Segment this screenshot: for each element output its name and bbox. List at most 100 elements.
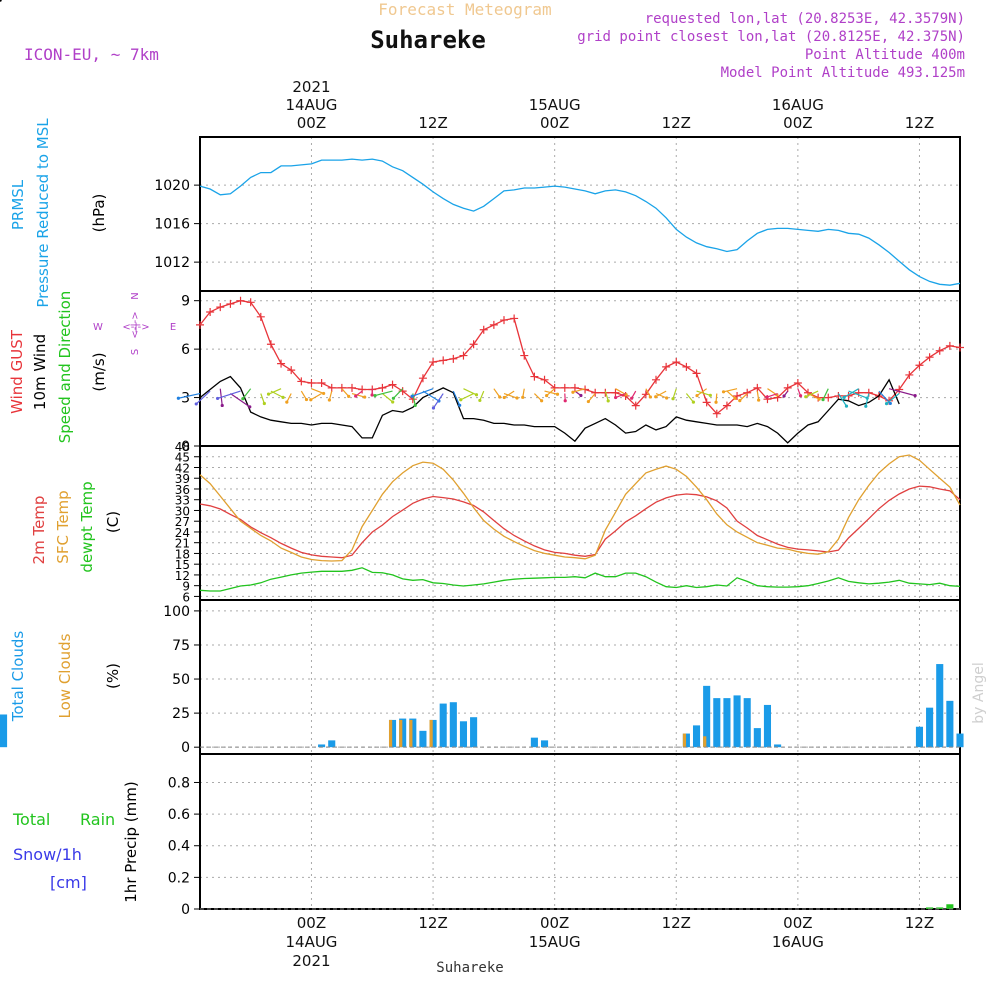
y-tick-label: 0.8	[168, 775, 190, 791]
bottom-axis-year: 2021	[292, 952, 330, 970]
temp-label-2m: 2m Temp	[30, 496, 48, 565]
wind-arrow-head	[281, 396, 284, 399]
y-tick-label: 6	[181, 342, 190, 358]
wind-arrow-head	[195, 402, 198, 405]
gust-point	[682, 363, 690, 371]
bar-total-clouds	[723, 698, 730, 747]
wind-arrow	[382, 394, 392, 402]
wind-arrow-head	[322, 392, 325, 395]
gust-point	[358, 385, 366, 393]
y-tick-label: 50	[172, 672, 190, 688]
wind-arrow-head	[267, 393, 270, 396]
wind-arrow-head	[285, 401, 288, 404]
wind-arrow-head	[782, 394, 785, 397]
wind-arrow-head	[757, 398, 760, 401]
gust-point	[328, 384, 336, 392]
bar-total-clouds	[926, 708, 933, 748]
bar-total-clouds	[450, 702, 457, 747]
gust-point	[449, 355, 457, 363]
point-altitude: Point Altitude 400m	[805, 47, 965, 63]
panel-frame	[200, 600, 960, 754]
wind-arrow-head	[607, 399, 610, 402]
wind-arrow-head	[459, 398, 462, 401]
wind-arrow-head	[248, 405, 251, 408]
temp-label-sfc: SFC Temp	[54, 490, 72, 563]
wind-arrow-head	[804, 395, 807, 398]
requested-location: requested lon,lat (20.8253E, 42.3579N)	[645, 11, 965, 27]
gust-point	[936, 347, 944, 355]
wind-arrow-head	[614, 396, 617, 399]
y-tick-label: 1016	[154, 217, 190, 233]
top-axis-date: 16AUG	[772, 96, 824, 114]
wind-arrow-head	[498, 395, 501, 398]
pressure-label-prmsl: PRMSL	[9, 179, 27, 230]
bar-total-clouds	[0, 714, 7, 747]
wind-arrow-head	[392, 397, 395, 400]
temp-unit: (C)	[104, 511, 122, 533]
gust-point	[591, 389, 599, 397]
compass-south: S	[130, 349, 141, 355]
gust-point	[216, 303, 224, 311]
y-tick-label: 0.2	[168, 870, 190, 886]
compass-rose: N S W E <-|-> <-|->	[93, 292, 176, 355]
wind-arrow-head	[564, 399, 567, 402]
wind-arrow-head	[177, 397, 180, 400]
gust-point	[389, 381, 397, 389]
wind-arrow-head	[579, 394, 582, 397]
wind-arrow-head	[692, 401, 695, 404]
wind-arrow-head	[587, 400, 590, 403]
wind-arrow-head	[545, 394, 548, 397]
gust-point	[226, 300, 234, 308]
wind-arrow-head	[889, 402, 892, 405]
precip-label-rain: Rain	[80, 810, 115, 829]
wind-arrow-head	[305, 398, 308, 401]
gust-point	[247, 298, 255, 306]
gust-point	[307, 379, 315, 387]
gust-point	[956, 344, 964, 352]
wind-arrow-head	[914, 394, 917, 397]
wind-arrow	[866, 394, 869, 407]
temp-label-dewpt: dewpt Temp	[78, 481, 96, 572]
wind-arrow-head	[328, 398, 331, 401]
gust-point	[338, 384, 346, 392]
wind-arrow-head	[885, 402, 888, 405]
compass-west: W	[93, 322, 103, 333]
gust-point	[348, 384, 356, 392]
wind-arrow-head	[571, 391, 574, 394]
bar-total-clouds	[460, 721, 467, 747]
y-tick-label: 0	[181, 740, 190, 756]
wind-label-gust: Wind GUST	[8, 329, 26, 414]
chart-panels: 1012101610200369691215182124273033363942…	[0, 0, 964, 918]
wind-arrow-head	[410, 395, 413, 398]
gust-point	[257, 313, 265, 321]
precip-label-snow: Snow/1h	[13, 845, 82, 864]
wind-arrow	[230, 394, 249, 407]
bar-total-clouds	[541, 740, 548, 747]
wind-arrow-head	[391, 400, 394, 403]
bar-total-rain	[946, 904, 953, 909]
wind-arrow	[311, 389, 323, 394]
y-tick-label: 9	[181, 294, 190, 310]
bottom-axis-hour: 12Z	[418, 914, 447, 932]
top-axis-date: 14AUG	[285, 96, 337, 114]
gust-point	[510, 314, 518, 322]
series-line-sfc-temp	[200, 455, 960, 561]
wind-arrow-head	[515, 396, 518, 399]
gust-point	[561, 384, 569, 392]
wind-arrow-head	[654, 395, 657, 398]
y-tick-label: 0	[181, 902, 190, 918]
wind-arrow-head	[221, 404, 224, 407]
compass-vertical-icon: <-|->	[130, 311, 141, 338]
bottom-axis-hour: 12Z	[905, 914, 934, 932]
wind-arrow	[433, 394, 443, 408]
wind-arrow	[453, 391, 459, 405]
compass-east: E	[170, 322, 176, 333]
bar-total-clouds	[946, 701, 953, 747]
wind-arrow-head	[354, 394, 357, 397]
top-axis-year: 2021	[292, 78, 330, 96]
bar-total-clouds	[744, 698, 751, 747]
bottom-axis-hour: 00Z	[297, 914, 326, 932]
cloud-label-low: Low Clouds	[56, 633, 74, 718]
